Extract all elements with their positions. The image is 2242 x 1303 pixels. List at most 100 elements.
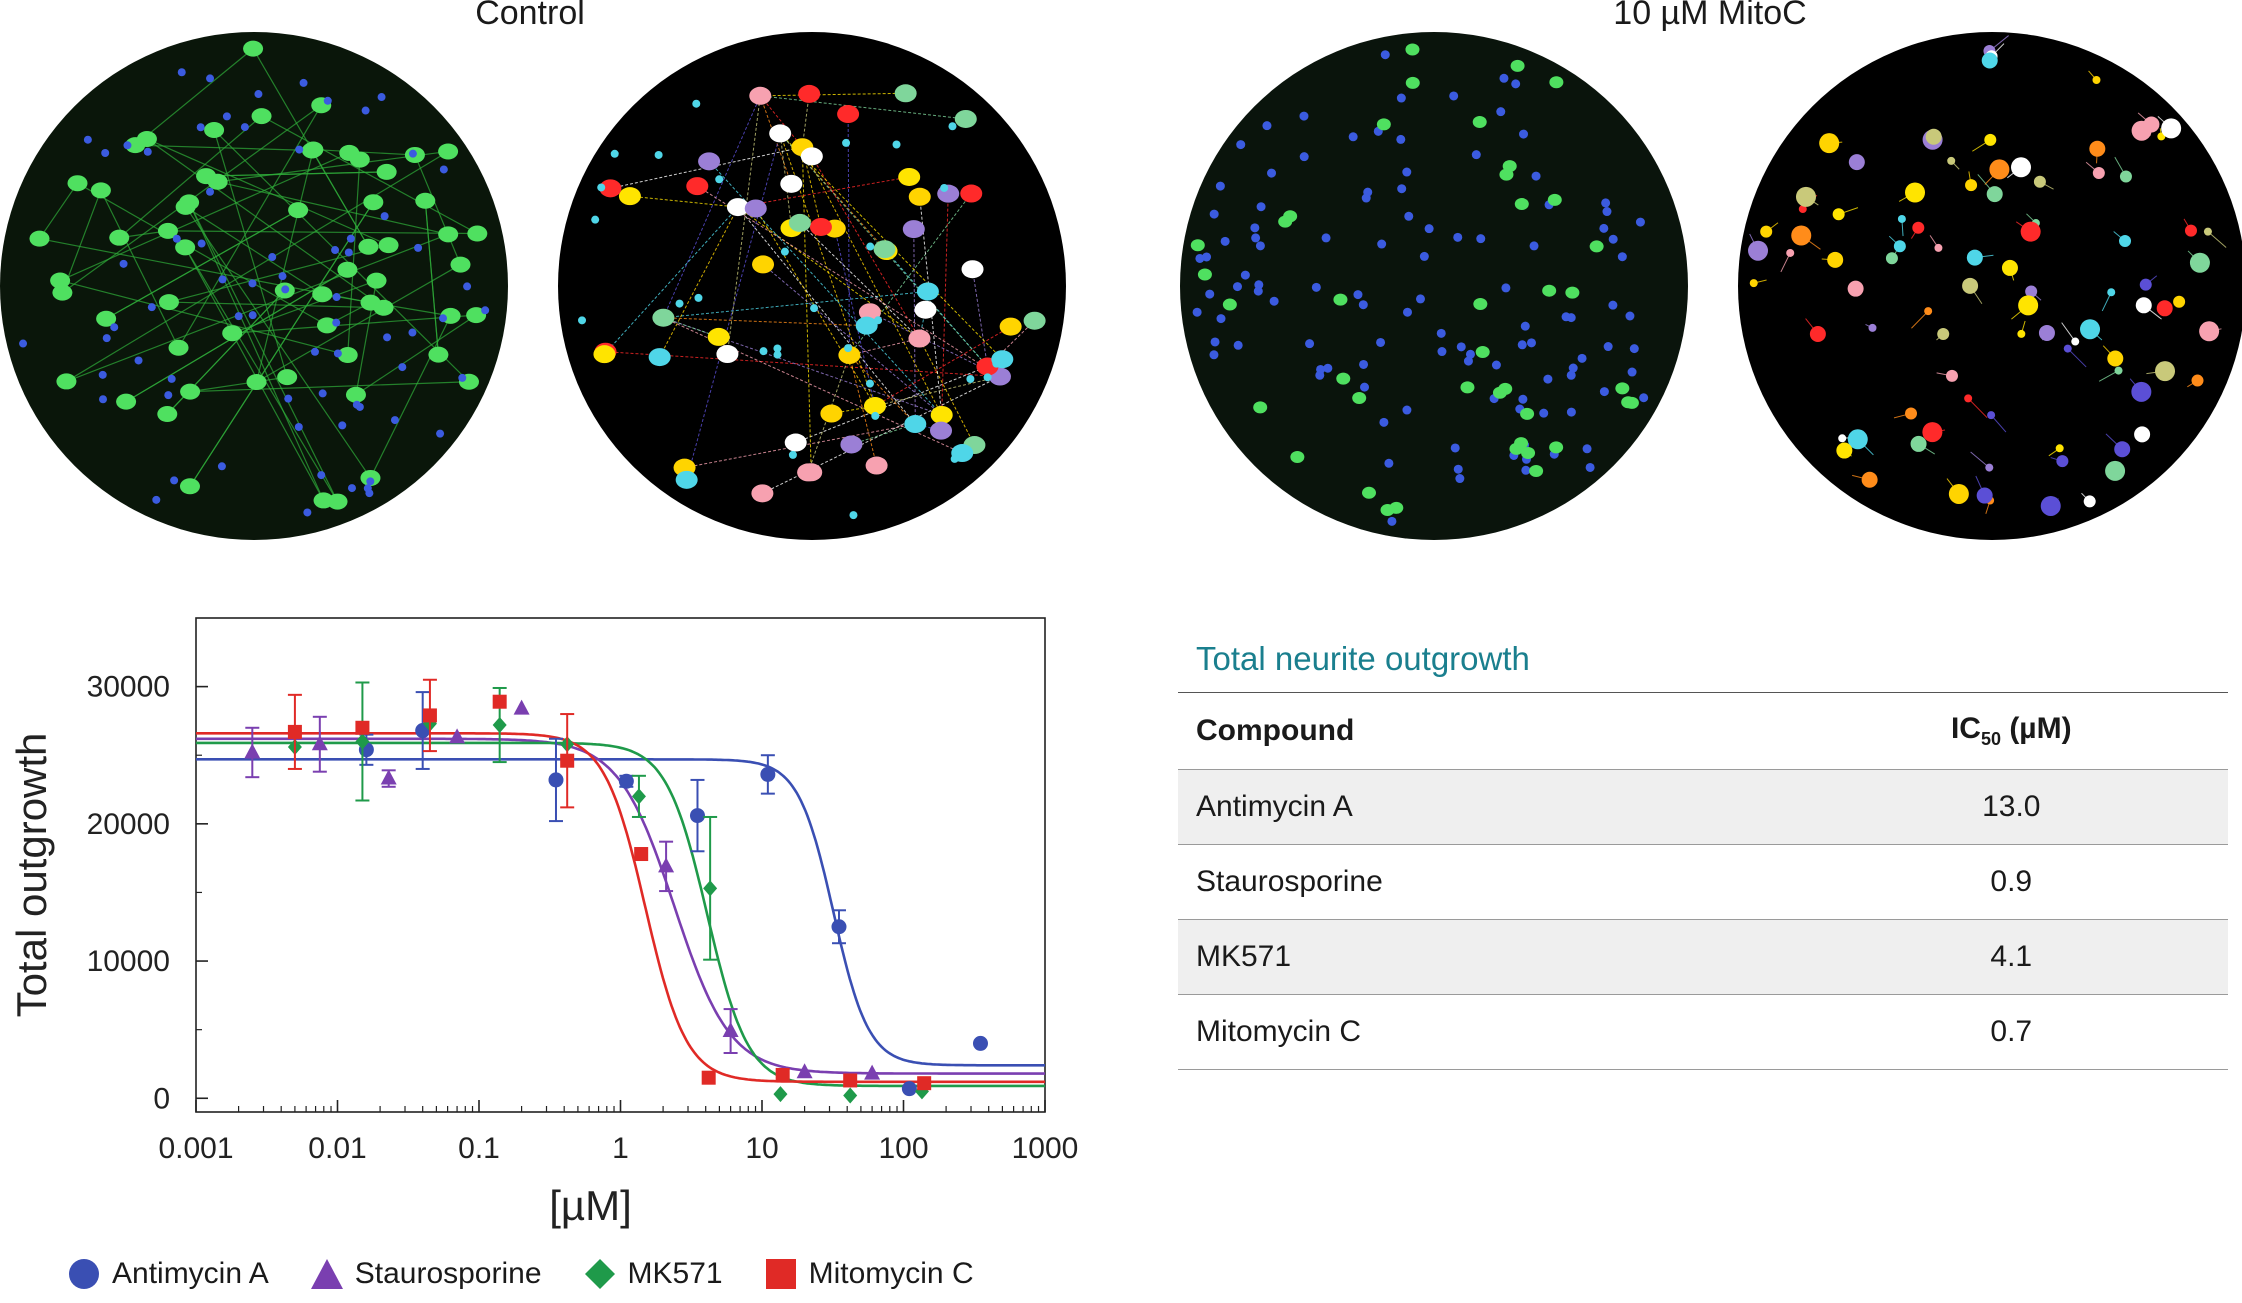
cell-body bbox=[179, 478, 200, 495]
nucleus bbox=[458, 373, 467, 382]
nucleus bbox=[1602, 207, 1612, 217]
legend-square-marker bbox=[765, 1259, 796, 1289]
segmented-nucleus bbox=[692, 99, 701, 108]
data-point bbox=[355, 720, 370, 735]
segmented-cell bbox=[809, 217, 832, 236]
y-tick-label: 0 bbox=[153, 1082, 170, 1115]
data-point bbox=[492, 694, 507, 709]
cell-body bbox=[1253, 401, 1268, 414]
segmented-cell bbox=[2173, 295, 2186, 308]
cell-body bbox=[428, 346, 449, 363]
segmented-cell bbox=[840, 435, 863, 454]
cell-compound: Staurosporine bbox=[1178, 844, 1795, 920]
nucleus bbox=[1543, 374, 1553, 384]
segmented-cell bbox=[2139, 278, 2152, 291]
segmented-cell bbox=[1924, 307, 1933, 316]
traced-neurite bbox=[851, 423, 916, 445]
traced-neurite bbox=[874, 326, 1011, 407]
segmented-cell bbox=[2107, 350, 2124, 367]
segmented-nucleus bbox=[927, 289, 936, 298]
nucleus bbox=[1463, 356, 1473, 366]
neurite bbox=[206, 171, 387, 177]
cell-body bbox=[175, 239, 196, 256]
nucleus bbox=[1353, 290, 1363, 300]
segmented-cell bbox=[904, 415, 927, 434]
neurite bbox=[184, 247, 339, 502]
legend-diamond-marker bbox=[584, 1259, 615, 1289]
cell-body bbox=[1472, 115, 1487, 128]
segmented-cell bbox=[1964, 394, 1973, 403]
cell-body bbox=[246, 374, 267, 391]
nucleus bbox=[1321, 233, 1331, 243]
cell-body bbox=[1380, 503, 1395, 516]
traced-neurite bbox=[662, 95, 761, 318]
nucleus bbox=[1396, 134, 1406, 144]
neurite bbox=[105, 209, 299, 320]
segmented-cell bbox=[2080, 319, 2101, 340]
data-point bbox=[864, 1064, 881, 1080]
cell-body bbox=[373, 299, 394, 316]
data-point bbox=[311, 735, 328, 751]
segmented-cell bbox=[2156, 300, 2173, 317]
header-ic-sub: 50 bbox=[1980, 729, 2001, 749]
table-title: Total neurite outgrowth bbox=[1196, 640, 1530, 677]
segmented-cell bbox=[2155, 361, 2176, 382]
cell-body bbox=[29, 230, 50, 247]
segmented-nucleus bbox=[983, 373, 992, 382]
cell-body bbox=[1510, 59, 1525, 72]
segmented-nucleus bbox=[654, 150, 663, 159]
segmented-cell bbox=[2114, 366, 2123, 375]
segmented-cell bbox=[1976, 487, 1993, 504]
traced-neurite bbox=[801, 146, 943, 416]
nucleus bbox=[361, 106, 370, 115]
nucleus bbox=[1402, 307, 1412, 317]
segmented-cell bbox=[1791, 225, 1812, 246]
cell-body bbox=[243, 40, 264, 57]
nucleus bbox=[196, 123, 205, 132]
nucleus bbox=[1450, 443, 1460, 453]
data-point bbox=[380, 769, 397, 785]
segmented-cell bbox=[1809, 326, 1826, 343]
nucleus bbox=[1465, 349, 1475, 359]
neurite bbox=[59, 279, 348, 356]
data-point bbox=[631, 788, 646, 805]
image-background bbox=[1180, 32, 1688, 540]
x-tick-label: 0.1 bbox=[458, 1132, 500, 1165]
nucleus bbox=[436, 429, 445, 438]
segmented-cell bbox=[2092, 166, 2105, 179]
cell-body bbox=[1460, 381, 1475, 394]
traced-neurite bbox=[1970, 451, 1990, 468]
segmented-cell bbox=[2025, 285, 2038, 298]
nucleus bbox=[463, 282, 472, 291]
nucleus bbox=[1519, 129, 1529, 139]
cell-body bbox=[1197, 268, 1212, 281]
segmented-cell bbox=[837, 105, 860, 124]
y-tick-label: 30000 bbox=[87, 671, 170, 704]
segmented-cell bbox=[716, 345, 739, 364]
nucleus bbox=[1269, 296, 1279, 306]
data-point bbox=[773, 1086, 788, 1103]
nucleus bbox=[1437, 347, 1447, 357]
data-point bbox=[422, 708, 437, 723]
nucleus bbox=[1518, 394, 1528, 404]
segmented-nucleus bbox=[759, 347, 768, 356]
segmented-cell bbox=[1922, 422, 1943, 443]
nucleus bbox=[170, 476, 179, 485]
segmented-cell bbox=[1847, 280, 1864, 297]
nucleus bbox=[1299, 152, 1309, 162]
segmented-cell bbox=[1861, 471, 1878, 488]
nucleus bbox=[284, 394, 293, 403]
segmented-cell bbox=[873, 240, 896, 259]
nucleus bbox=[1402, 167, 1412, 177]
segmented-cell bbox=[838, 346, 861, 365]
segmented-cell bbox=[2135, 297, 2152, 314]
segmented-cell bbox=[2184, 224, 2197, 237]
data-point bbox=[449, 728, 466, 744]
cell-body bbox=[277, 369, 298, 386]
segmented-cell bbox=[914, 300, 937, 319]
fit-curve bbox=[196, 737, 1045, 1075]
segmented-nucleus bbox=[597, 183, 606, 192]
nucleus bbox=[240, 123, 249, 132]
nucleus bbox=[1520, 321, 1530, 331]
fit-curve bbox=[196, 732, 1045, 1084]
